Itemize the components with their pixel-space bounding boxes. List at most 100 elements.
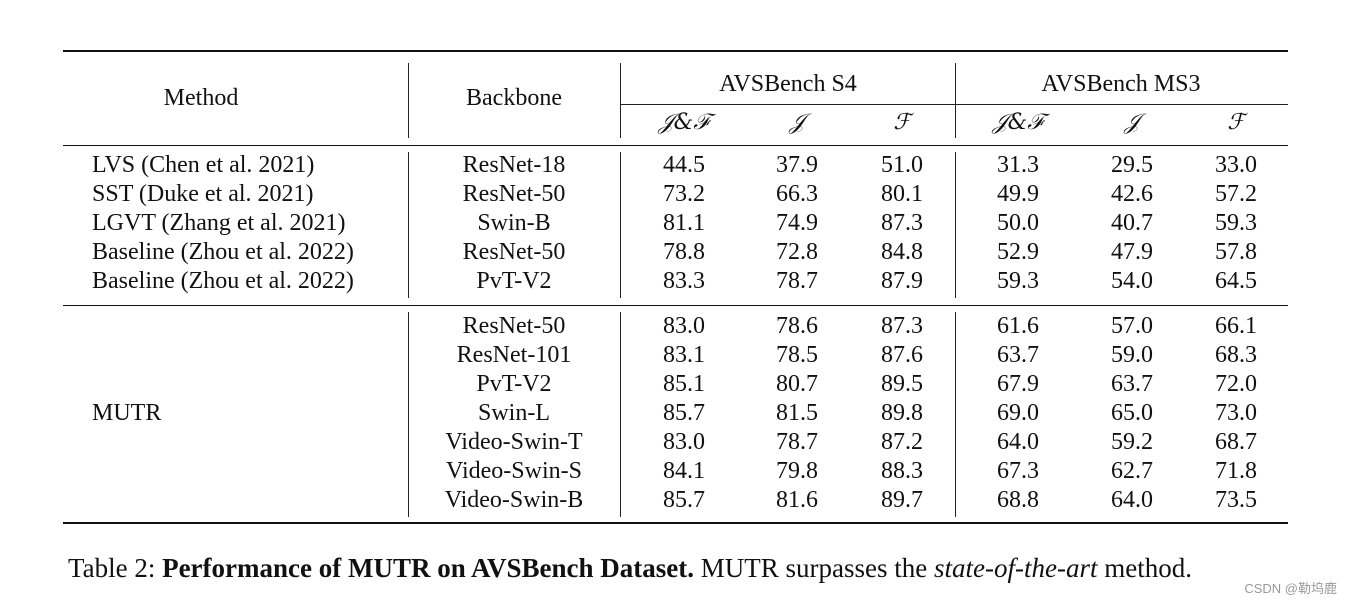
value-cell: 81.5 (776, 400, 818, 426)
header-metric: 𝒥 (789, 110, 805, 135)
header-metric: 𝒥 (1124, 110, 1140, 135)
method-cell-mutr: MUTR (92, 400, 162, 426)
value-cell: 64.0 (1111, 487, 1153, 513)
value-cell: 57.2 (1215, 181, 1257, 207)
value-cell: 42.6 (1111, 181, 1153, 207)
value-cell: 80.7 (776, 371, 818, 397)
watermark: CSDN @勒坞鹿 (1244, 581, 1337, 596)
value-cell: 54.0 (1111, 268, 1153, 294)
backbone-cell: ResNet-50 (462, 181, 566, 207)
value-cell: 63.7 (997, 342, 1039, 368)
value-cell: 87.3 (881, 210, 923, 236)
value-cell: 69.0 (997, 400, 1039, 426)
value-cell: 83.0 (663, 429, 705, 455)
group-ms3-underline (955, 104, 1288, 105)
vline-method-g2 (408, 312, 409, 517)
value-cell: 59.3 (997, 268, 1039, 294)
top-rule (63, 50, 1288, 52)
value-cell: 64.5 (1215, 268, 1257, 294)
value-cell: 63.7 (1111, 371, 1153, 397)
backbone-cell: Video-Swin-S (446, 458, 582, 484)
value-cell: 74.9 (776, 210, 818, 236)
value-cell: 87.6 (881, 342, 923, 368)
method-cell: SST (Duke et al. 2021) (92, 181, 314, 207)
value-cell: 61.6 (997, 313, 1039, 339)
caption-text-end: method. (1097, 553, 1192, 583)
value-cell: 40.7 (1111, 210, 1153, 236)
backbone-cell: ResNet-50 (462, 239, 566, 265)
backbone-cell: ResNet-101 (456, 342, 572, 368)
backbone-cell: ResNet-50 (462, 313, 566, 339)
vline-s4-g2 (955, 312, 956, 517)
value-cell: 83.1 (663, 342, 705, 368)
value-cell: 51.0 (881, 152, 923, 178)
value-cell: 62.7 (1111, 458, 1153, 484)
table-caption: Table 2: Performance of MUTR on AVSBench… (68, 553, 1192, 584)
value-cell: 71.8 (1215, 458, 1257, 484)
vline-method-g1 (408, 152, 409, 298)
value-cell: 33.0 (1215, 152, 1257, 178)
value-cell: 37.9 (776, 152, 818, 178)
method-cell: Baseline (Zhou et al. 2022) (92, 239, 354, 265)
header-group-ms3: AVSBench MS3 (1041, 71, 1201, 97)
value-cell: 68.8 (997, 487, 1039, 513)
value-cell: 78.7 (776, 429, 818, 455)
method-cell: LGVT (Zhang et al. 2021) (92, 210, 346, 236)
value-cell: 72.0 (1215, 371, 1257, 397)
value-cell: 85.7 (663, 487, 705, 513)
value-cell: 87.9 (881, 268, 923, 294)
value-cell: 83.0 (663, 313, 705, 339)
value-cell: 81.1 (663, 210, 705, 236)
value-cell: 78.8 (663, 239, 705, 265)
value-cell: 87.2 (881, 429, 923, 455)
backbone-cell: Video-Swin-B (444, 487, 584, 513)
value-cell: 59.0 (1111, 342, 1153, 368)
value-cell: 50.0 (997, 210, 1039, 236)
header-metric: 𝒥&ℱ (658, 110, 710, 135)
value-cell: 59.2 (1111, 429, 1153, 455)
vline-s4-g1 (955, 152, 956, 298)
bottom-rule (63, 522, 1288, 524)
value-cell: 84.1 (663, 458, 705, 484)
value-cell: 89.7 (881, 487, 923, 513)
caption-italic: state-of-the-art (934, 553, 1098, 583)
value-cell: 64.0 (997, 429, 1039, 455)
vline-method-header (408, 63, 409, 138)
backbone-cell: Swin-B (477, 210, 551, 236)
value-cell: 57.8 (1215, 239, 1257, 265)
header-metric: ℱ (1227, 110, 1245, 135)
caption-label: Table 2: (68, 553, 163, 583)
value-cell: 73.0 (1215, 400, 1257, 426)
value-cell: 84.8 (881, 239, 923, 265)
vline-s4-header (955, 63, 956, 138)
value-cell: 81.6 (776, 487, 818, 513)
vline-backbone-g1 (620, 152, 621, 298)
value-cell: 65.0 (1111, 400, 1153, 426)
group-rule (63, 305, 1288, 306)
value-cell: 57.0 (1111, 313, 1153, 339)
value-cell: 67.3 (997, 458, 1039, 484)
value-cell: 78.5 (776, 342, 818, 368)
value-cell: 52.9 (997, 239, 1039, 265)
value-cell: 59.3 (1215, 210, 1257, 236)
value-cell: 83.3 (663, 268, 705, 294)
value-cell: 73.5 (1215, 487, 1257, 513)
backbone-cell: PvT-V2 (476, 268, 552, 294)
value-cell: 31.3 (997, 152, 1039, 178)
method-cell: LVS (Chen et al. 2021) (92, 152, 315, 178)
value-cell: 47.9 (1111, 239, 1153, 265)
value-cell: 49.9 (997, 181, 1039, 207)
value-cell: 78.6 (776, 313, 818, 339)
header-method: Method (163, 85, 239, 111)
backbone-cell: ResNet-18 (462, 152, 566, 178)
header-metric: 𝒥&ℱ (992, 110, 1044, 135)
header-metric: ℱ (893, 110, 911, 135)
value-cell: 68.7 (1215, 429, 1257, 455)
value-cell: 85.1 (663, 371, 705, 397)
header-rule (63, 145, 1288, 146)
value-cell: 44.5 (663, 152, 705, 178)
value-cell: 88.3 (881, 458, 923, 484)
header-backbone: Backbone (466, 85, 562, 111)
vline-backbone-g2 (620, 312, 621, 517)
caption-bold: Performance of MUTR on AVSBench Dataset. (162, 553, 695, 583)
